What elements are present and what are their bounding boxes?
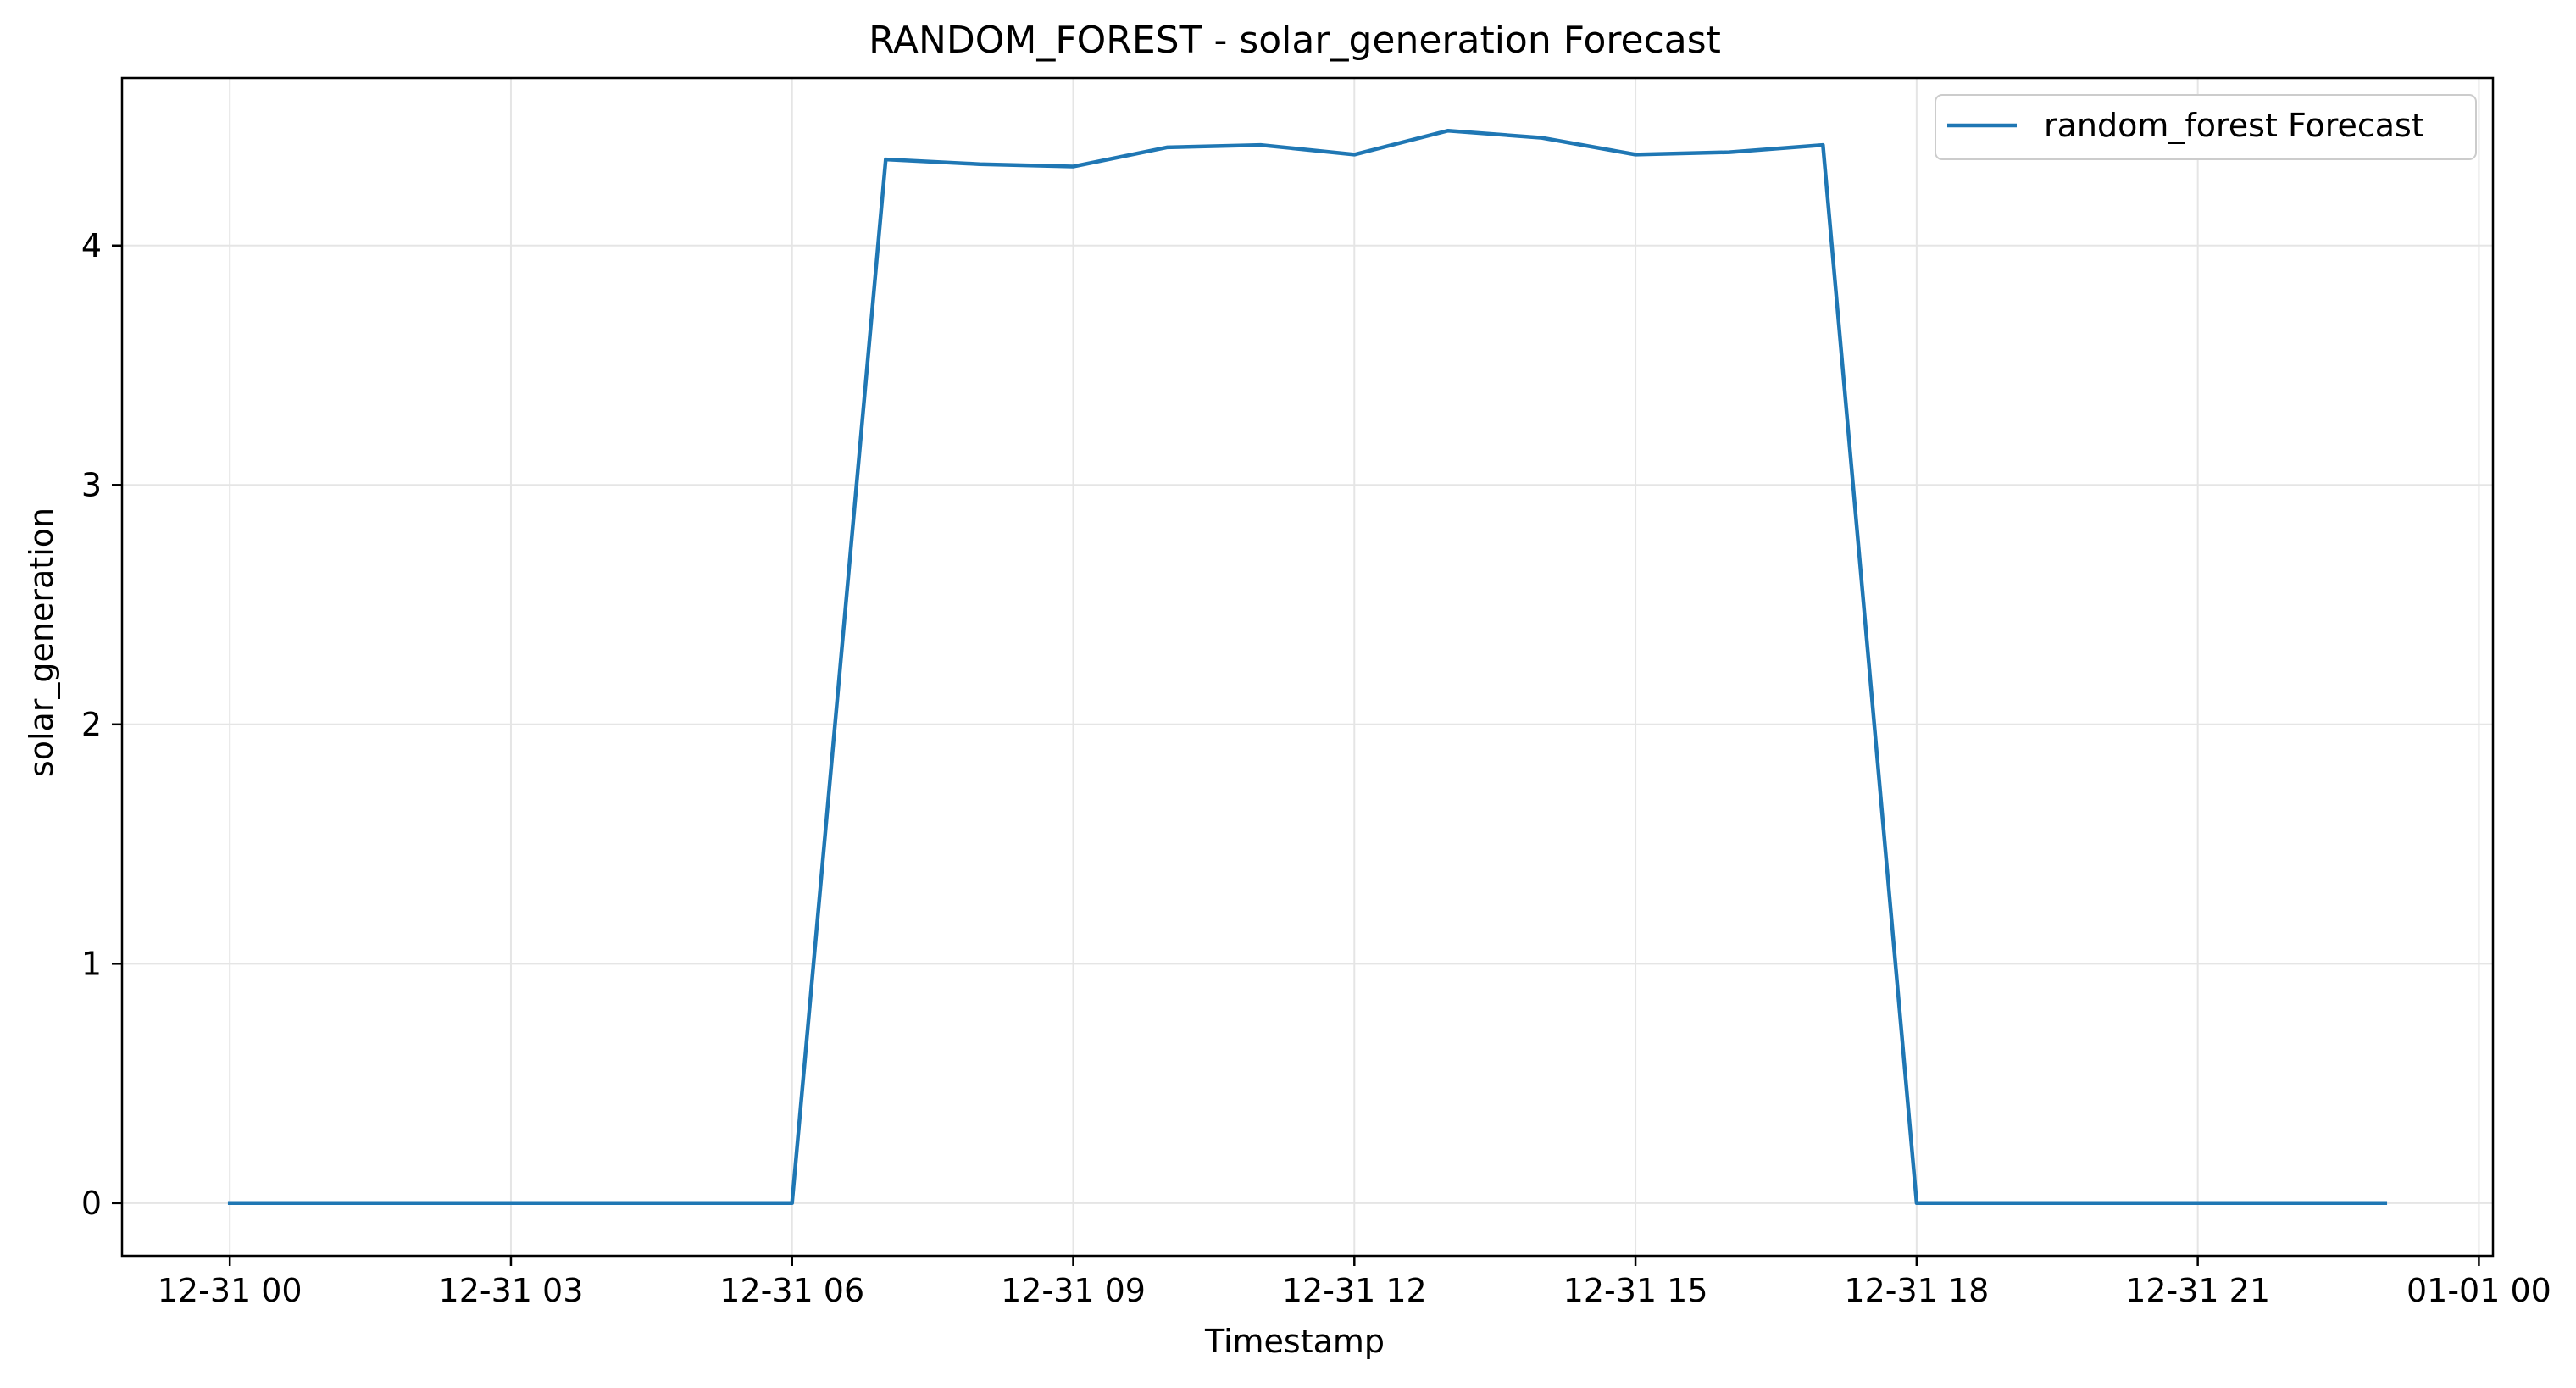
legend: random_forest Forecast <box>1935 95 2476 159</box>
x-tick-label: 12-31 00 <box>158 1272 303 1309</box>
y-axis-label: solar_generation <box>23 508 60 777</box>
y-tick-label: 1 <box>81 945 102 982</box>
x-tick-label: 12-31 09 <box>1001 1272 1146 1309</box>
x-tick-label: 01-01 00 <box>2407 1272 2551 1309</box>
x-tick-label: 12-31 06 <box>719 1272 864 1309</box>
x-tick-label: 12-31 15 <box>1563 1272 1708 1309</box>
x-tick-label: 12-31 18 <box>1844 1272 1989 1309</box>
chart-title: RANDOM_FOREST - solar_generation Forecas… <box>869 19 1721 62</box>
y-tick-label: 2 <box>81 706 102 743</box>
x-tick-label: 12-31 21 <box>2125 1272 2270 1309</box>
x-tick-label: 12-31 12 <box>1282 1272 1427 1309</box>
y-tick-label: 3 <box>81 466 102 503</box>
legend-entry-label: random_forest Forecast <box>2044 107 2424 144</box>
x-tick-label: 12-31 03 <box>439 1272 584 1309</box>
y-tick-label: 4 <box>81 227 102 264</box>
y-tick-label: 0 <box>81 1185 102 1222</box>
x-axis-label: Timestamp <box>1204 1323 1385 1360</box>
